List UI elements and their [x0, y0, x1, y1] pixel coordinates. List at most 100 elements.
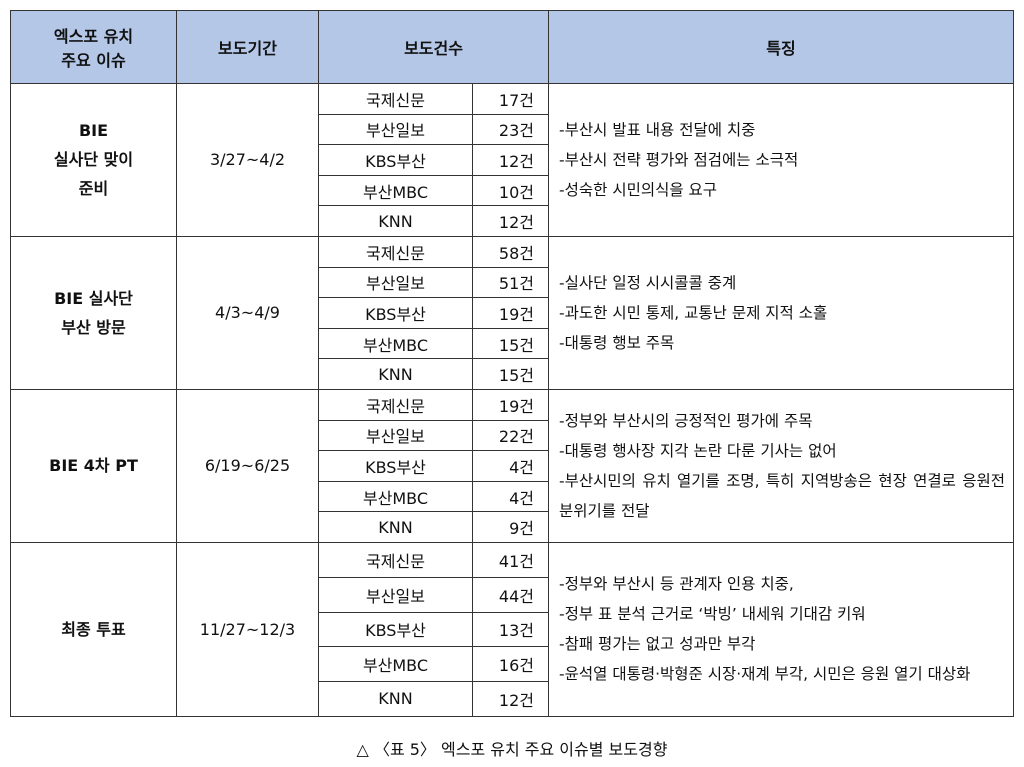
outlet-cell: 부산일보: [318, 113, 473, 146]
feature-item: -대통령 행사장 지각 논란 다룬 기사는 없어: [559, 441, 837, 460]
outlet-cell: 국제신문: [318, 235, 473, 268]
outlet-row: 부산일보 44건: [11, 576, 1014, 613]
outlet-row: 부산MBC 15건: [11, 327, 1014, 360]
outlet-cell: 국제신문: [318, 83, 473, 115]
count-cell: 41건: [471, 541, 550, 578]
outlet-row: 부산일보 51건: [11, 266, 1014, 299]
count-cell: 10건: [471, 174, 550, 207]
count-cell: 44건: [471, 576, 550, 613]
features-cell: -정부와 부산시 등 관계자 인용 치중, -정부 표 분석 근거로 ‘박빙’ 내…: [548, 541, 1015, 717]
issue-line: BIE 4차 PT: [49, 456, 138, 476]
outlet-cell: 국제신문: [318, 388, 473, 421]
period-cell: 11/27~12/3: [176, 541, 319, 717]
feature-item: -과도한 시민 통제, 교통난 문제 지적 소홀: [559, 303, 828, 322]
outlet-row: 최종 투표 11/27~12/3 국제신문 41건 -정부와 부산시 등 관계자 인용 …: [10, 541, 1015, 717]
outlet-cell: KNN: [318, 205, 473, 237]
count-cell: 19건: [471, 388, 550, 421]
feature-item: -참패 평가는 없고 성과만 부각: [559, 635, 756, 654]
caption: △ 〈표 5〉 엑스포 유치 주요 이슈별 보도경향: [356, 740, 668, 759]
period-cell: 4/3~4/9: [176, 235, 319, 390]
count-cell: 13건: [471, 611, 550, 648]
header-line: 주요 이슈: [61, 51, 126, 70]
feature-item: -정부 표 분석 근거로 ‘박빙’ 내세워 기대감 키워: [559, 605, 866, 624]
issue-line: 준비: [78, 179, 109, 199]
outlet-cell: KBS부산: [318, 144, 473, 176]
outlet-cell: KNN: [318, 358, 473, 390]
outlet-row: BIE 실사단 부산 방문 4/3~4/9 국제신문 58건 -실사단 일정 시시콜콜 중…: [10, 235, 1015, 390]
count-cell: 22건: [471, 419, 550, 452]
count-cell: 16건: [471, 646, 550, 683]
outlet-row: BIE 4차 PT 6/19~6/25 국제신문 19건 -정부와 부산시의 긍정적인 …: [10, 388, 1015, 543]
outlet-cell: 부산일보: [318, 419, 473, 452]
header-period: 보도기간: [176, 10, 319, 84]
outlet-cell: 부산MBC: [318, 480, 473, 513]
outlet-row: 부산일보 23건: [11, 113, 1014, 146]
feature-item: -실사단 일정 시시콜콜 중계: [559, 273, 737, 292]
outlet-cell: KBS부산: [318, 297, 473, 329]
outlet-row: 부산MBC 16건: [11, 646, 1014, 683]
outlet-row: KNN 15건: [11, 358, 1014, 390]
count-cell: 4건: [471, 480, 550, 513]
feature-item: -부산시 전략 평가와 점검에는 소극적: [559, 150, 799, 169]
issue-line: BIE: [78, 121, 109, 141]
count-cell: 12건: [471, 144, 550, 176]
count-cell: 9건: [471, 511, 550, 543]
outlet-row: KBS부산 12건: [11, 144, 1014, 176]
outlet-row: KNN 9건: [11, 511, 1014, 543]
issue-cell: 최종 투표: [10, 541, 177, 717]
outlet-cell: 부산일보: [318, 266, 473, 299]
feature-item: -대통령 행보 주목: [559, 333, 675, 352]
outlet-cell: 국제신문: [318, 541, 473, 578]
feature-item: -정부와 부산시 등 관계자 인용 치중,: [559, 575, 794, 594]
feature-item: -정부와 부산시의 긍정적인 평가에 주목: [559, 411, 813, 430]
outlet-row: BIE 실사단 맞이 준비 3/27~4/2 국제신문 17건 -부산시 발표 내용 전달에…: [10, 83, 1015, 237]
count-cell: 4건: [471, 450, 550, 482]
table-body: BIE 실사단 맞이 준비 3/27~4/2 국제신문 17건 -부산시 발표 내용 전달에…: [10, 83, 1015, 717]
outlet-row: 부산MBC 4건: [11, 480, 1014, 513]
count-cell: 17건: [471, 83, 550, 115]
feature-item: -부산시 발표 내용 전달에 치중: [559, 120, 756, 139]
issue-line: BIE 실사단: [54, 288, 133, 308]
count-cell: 15건: [471, 327, 550, 360]
count-cell: 12건: [471, 205, 550, 237]
features-cell: -부산시 발표 내용 전달에 치중 -부산시 전략 평가와 점검에는 소극적 -성숙…: [548, 83, 1015, 237]
issue-line: 최종 투표: [61, 619, 126, 639]
outlet-row: 부산MBC 10건: [11, 174, 1014, 207]
feature-item: -성숙한 시민의식을 요구: [559, 180, 718, 199]
header-features: 특징: [548, 10, 1015, 84]
count-cell: 15건: [471, 358, 550, 390]
count-cell: 58건: [471, 235, 550, 268]
outlet-row: KBS부산 13건: [11, 611, 1014, 648]
issue-line: 부산 방문: [61, 317, 126, 337]
count-cell: 23건: [471, 113, 550, 146]
issue-cell: BIE 4차 PT: [10, 388, 177, 543]
outlet-cell: KNN: [318, 511, 473, 543]
outlet-row: 부산일보 22건: [11, 419, 1014, 452]
outlet-cell: 부산MBC: [318, 327, 473, 360]
outlet-cell: 부산MBC: [318, 174, 473, 207]
outlet-cell: 부산MBC: [318, 646, 473, 683]
count-cell: 12건: [471, 681, 550, 717]
feature-item: -윤석열 대통령·박형준 시장·재계 부각, 시민은 응원 열기 대상화: [559, 665, 971, 684]
count-cell: 51건: [471, 266, 550, 299]
outlet-row: KNN 12건: [11, 681, 1014, 717]
features-cell: -실사단 일정 시시콜콜 중계 -과도한 시민 통제, 교통난 문제 지적 소홀 -…: [548, 235, 1015, 390]
outlet-cell: 부산일보: [318, 576, 473, 613]
period-cell: 3/27~4/2: [176, 83, 319, 237]
outlet-cell: KBS부산: [318, 611, 473, 648]
header-count: 보도건수: [317, 10, 550, 84]
features-cell: -정부와 부산시의 긍정적인 평가에 주목 -대통령 행사장 지각 논란 다룬 기…: [548, 388, 1015, 543]
count-cell: 19건: [471, 297, 550, 329]
outlet-cell: KNN: [318, 681, 473, 717]
header-line: 엑스포 유치: [53, 27, 134, 46]
outlet-row: KBS부산 19건: [11, 297, 1014, 329]
feature-item: -부산시민의 유치 열기를 조명, 특히 지역방송은 현장 연결로 응원전 분위…: [559, 471, 1006, 520]
issue-line: 실사단 맞이: [53, 150, 134, 170]
outlet-row: KNN 12건: [11, 205, 1014, 237]
